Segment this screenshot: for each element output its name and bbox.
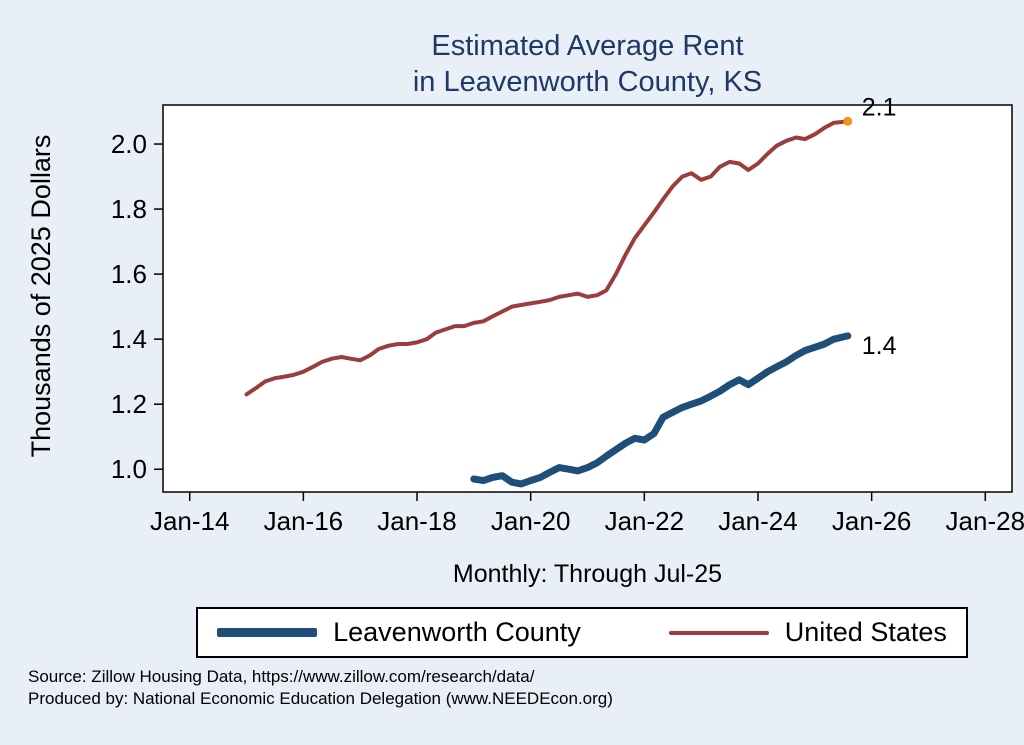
y-tick-label: 2.0 — [111, 129, 147, 159]
footer-produced-line: Produced by: National Economic Education… — [28, 689, 613, 708]
x-tick-label: Jan-22 — [605, 506, 685, 536]
legend-line-swatch — [668, 630, 769, 635]
y-tick-label: 1.6 — [111, 259, 147, 289]
legend-line-swatch — [217, 628, 318, 637]
chart-title: Estimated Average Rent in Leavenworth Co… — [163, 28, 1012, 100]
x-tick-label: Jan-18 — [377, 506, 457, 536]
x-tick-label: Jan-14 — [150, 506, 230, 536]
chart-title-line2: in Leavenworth County, KS — [412, 66, 763, 98]
legend-item-leavenworth: Leavenworth County — [217, 617, 581, 648]
x-tick-label: Jan-24 — [718, 506, 798, 536]
y-tick-label: 1.2 — [111, 389, 147, 419]
footer-source-line: Source: Zillow Housing Data, https://www… — [28, 667, 535, 686]
y-tick-label: 1.4 — [111, 324, 147, 354]
x-axis-subtitle: Monthly: Through Jul-25 — [452, 560, 723, 588]
x-tick-label: Jan-16 — [264, 506, 344, 536]
series-end-label: 1.4 — [862, 332, 897, 360]
series-end-marker — [843, 116, 853, 126]
chart-legend: Leavenworth County United States — [196, 607, 968, 658]
series-line-leavenworth-county — [470, 332, 852, 488]
series-line-united-states — [244, 119, 850, 397]
chart-title-line1: Estimated Average Rent — [431, 30, 744, 62]
x-tick-label: Jan-28 — [946, 506, 1024, 536]
footer: Source: Zillow Housing Data, https://www… — [28, 666, 613, 710]
legend-item-united-states: United States — [668, 617, 947, 648]
x-tick-label: Jan-20 — [491, 506, 571, 536]
legend-label: United States — [784, 617, 947, 647]
series-end-label: 2.1 — [862, 93, 897, 121]
y-tick-label: 1.8 — [111, 194, 147, 224]
legend-label: Leavenworth County — [333, 617, 581, 647]
x-tick-label: Jan-26 — [832, 506, 912, 536]
y-tick-label: 1.0 — [111, 454, 147, 484]
